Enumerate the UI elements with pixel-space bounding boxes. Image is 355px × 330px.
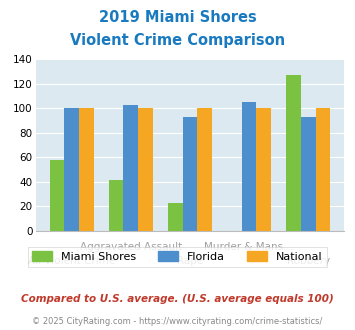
- Bar: [124, 105, 138, 231]
- Text: 2019 Miami Shores: 2019 Miami Shores: [99, 10, 256, 25]
- Bar: [256, 109, 271, 231]
- Bar: [79, 109, 94, 231]
- Bar: [242, 102, 256, 231]
- Bar: [138, 109, 153, 231]
- Bar: [182, 117, 197, 231]
- Bar: [316, 109, 330, 231]
- Text: Aggravated Assault: Aggravated Assault: [80, 242, 182, 252]
- Bar: [64, 109, 79, 231]
- Bar: [301, 117, 316, 231]
- Bar: [197, 109, 212, 231]
- Text: All Violent Crime: All Violent Crime: [28, 256, 115, 266]
- Bar: [50, 160, 64, 231]
- Legend: Miami Shores, Florida, National: Miami Shores, Florida, National: [28, 247, 327, 267]
- Text: Murder & Mans...: Murder & Mans...: [204, 242, 294, 252]
- Text: Compared to U.S. average. (U.S. average equals 100): Compared to U.S. average. (U.S. average …: [21, 294, 334, 304]
- Bar: [168, 203, 182, 231]
- Text: Rape: Rape: [177, 256, 203, 266]
- Bar: [286, 75, 301, 231]
- Text: © 2025 CityRating.com - https://www.cityrating.com/crime-statistics/: © 2025 CityRating.com - https://www.city…: [32, 317, 323, 326]
- Bar: [109, 180, 124, 231]
- Text: Robbery: Robbery: [286, 256, 330, 266]
- Text: Violent Crime Comparison: Violent Crime Comparison: [70, 33, 285, 48]
